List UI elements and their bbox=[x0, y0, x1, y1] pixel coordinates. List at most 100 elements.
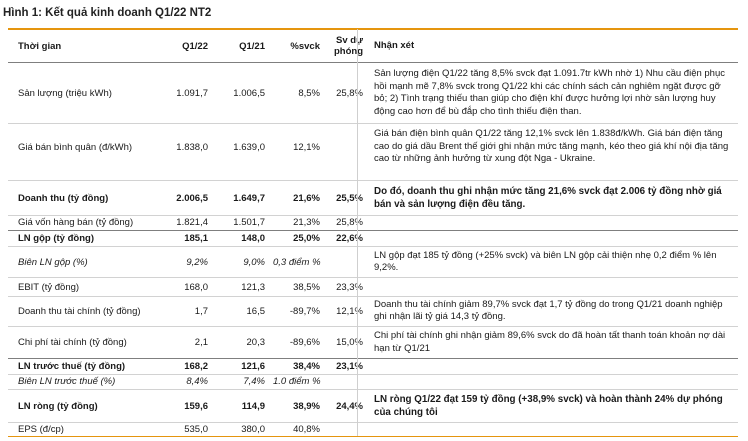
cell-q122: 2.006,5 bbox=[176, 192, 208, 204]
cell-q122: 1.091,7 bbox=[176, 87, 208, 99]
cell-q122: 535,0 bbox=[184, 424, 208, 435]
row-rule bbox=[8, 123, 738, 124]
row-rule bbox=[8, 326, 738, 327]
header-q121: Q1/21 bbox=[239, 40, 265, 52]
cell-q121: 1.006,5 bbox=[233, 87, 265, 99]
cell-q122: 2,1 bbox=[194, 337, 208, 348]
cell-comment: Giá bán điện bình quân Q1/22 tăng 12,1% … bbox=[374, 128, 729, 165]
cell-q122: 185,1 bbox=[184, 232, 208, 244]
cell-q122: 159,6 bbox=[184, 400, 208, 412]
cell-forecast: 23,3% bbox=[336, 281, 363, 293]
cell-comment: LN ròng Q1/22 đạt 159 tỷ đồng (+38,9% sv… bbox=[374, 394, 723, 418]
row-label: Doanh thu tài chính (tỷ đồng) bbox=[18, 305, 141, 317]
cell-yoy: 12,1% bbox=[293, 141, 320, 153]
row-label: Biên LN trước thuế (%) bbox=[18, 376, 116, 387]
table-row: Doanh thu tài chính (tỷ đồng) 1,7 16,5 -… bbox=[8, 297, 738, 325]
table-header: Thời gian Q1/22 Q1/21 %svck Sv dự phóng … bbox=[8, 31, 738, 61]
cell-q121: 1.501,7 bbox=[233, 217, 265, 228]
cell-q121: 148,0 bbox=[241, 232, 265, 244]
header-forecast-line1: Sv dự bbox=[336, 35, 363, 46]
row-rule bbox=[8, 296, 738, 297]
table-row: EBIT (tỷ đồng) 168,0 121,3 38,5% 23,3% bbox=[8, 279, 738, 295]
cell-q121: 121,6 bbox=[241, 360, 265, 372]
header-q122: Q1/22 bbox=[182, 40, 208, 52]
cell-q121: 121,3 bbox=[241, 281, 265, 293]
cell-q122: 168,0 bbox=[184, 281, 208, 293]
top-rule bbox=[8, 28, 738, 30]
cell-yoy: -89,6% bbox=[289, 337, 320, 348]
cell-comment: Chi phí tài chính ghi nhận giảm 89,6% sv… bbox=[374, 330, 726, 354]
header-yoy: %svck bbox=[290, 40, 320, 52]
cell-comment: LN gộp đạt 185 tỷ đồng (+25% svck) và bi… bbox=[374, 249, 717, 274]
row-label: EPS (đ/cp) bbox=[18, 424, 64, 435]
table-row: LN trước thuế (tỷ đồng) 168,2 121,6 38,4… bbox=[8, 359, 738, 373]
cell-yoy: 40,8% bbox=[293, 424, 320, 435]
cell-forecast: 25,8% bbox=[336, 87, 363, 99]
row-rule bbox=[8, 389, 738, 390]
cell-yoy: -89,7% bbox=[289, 305, 320, 317]
table-row: Chi phí tài chính (tỷ đồng) 2,1 20,3 -89… bbox=[8, 328, 738, 357]
table-row: Giá vốn hàng bán (tỷ đồng) 1.821,4 1.501… bbox=[8, 216, 738, 229]
table-row: Biên LN gộp (%) 9,2% 9,0% 0,3 điểm % LN … bbox=[8, 248, 738, 276]
cell-yoy: 1.0 điểm % bbox=[273, 376, 321, 387]
cell-forecast: 15,0% bbox=[336, 337, 363, 348]
cell-q122: 1.821,4 bbox=[176, 217, 208, 228]
row-rule bbox=[8, 277, 738, 278]
cell-yoy: 38,9% bbox=[293, 400, 320, 412]
row-label: LN trước thuế (tỷ đồng) bbox=[18, 360, 126, 372]
cell-yoy: 25,0% bbox=[293, 232, 320, 244]
cell-forecast: 12,1% bbox=[336, 305, 363, 317]
cell-yoy: 38,5% bbox=[293, 281, 320, 293]
bottom-rule bbox=[8, 436, 738, 437]
cell-q121: 20,3 bbox=[246, 337, 266, 348]
cell-q122: 168,2 bbox=[184, 360, 208, 372]
table-row: EPS (đ/cp) 535,0 380,0 40,8% bbox=[8, 423, 738, 436]
row-label: Chi phí tài chính (tỷ đồng) bbox=[18, 337, 127, 348]
cell-q121: 114,9 bbox=[241, 400, 265, 412]
header-forecast: Sv dự phóng bbox=[315, 31, 363, 61]
cell-q121: 1.649,7 bbox=[233, 192, 265, 204]
header-period: Thời gian bbox=[18, 40, 62, 52]
cell-q122: 1.838,0 bbox=[176, 141, 208, 153]
table-row: Sản lượng (triệu kWh) 1.091,7 1.006,5 8,… bbox=[8, 64, 738, 122]
cell-forecast: 22,6% bbox=[336, 232, 363, 244]
row-label: Sản lượng (triệu kWh) bbox=[18, 87, 112, 99]
table-row: LN ròng (tỷ đồng) 159,6 114,9 38,9% 24,4… bbox=[8, 391, 738, 421]
cell-forecast: 25,8% bbox=[336, 217, 363, 228]
cell-q122: 1,7 bbox=[194, 305, 208, 317]
row-rule bbox=[8, 180, 738, 181]
row-rule bbox=[8, 374, 738, 375]
cell-q121: 9,0% bbox=[243, 256, 265, 268]
row-rule bbox=[8, 215, 738, 216]
cell-forecast bbox=[315, 125, 363, 169]
cell-comment: Sản lượng điện Q1/22 tăng 8,5% svck đạt … bbox=[374, 68, 725, 117]
cell-forecast: 24,4% bbox=[336, 400, 363, 412]
cell-q121: 380,0 bbox=[241, 424, 265, 435]
table-row: Giá bán bình quân (đ/kWh) 1.838,0 1.639,… bbox=[8, 125, 738, 169]
cell-q122: 9,2% bbox=[186, 256, 208, 268]
row-label: Giá vốn hàng bán (tỷ đồng) bbox=[18, 217, 134, 228]
cell-q121: 7,4% bbox=[243, 376, 265, 387]
row-label: EBIT (tỷ đồng) bbox=[18, 281, 80, 293]
row-label: Biên LN gộp (%) bbox=[18, 256, 88, 268]
header-rule bbox=[8, 62, 738, 63]
row-label: LN gộp (tỷ đồng) bbox=[18, 232, 94, 244]
cell-yoy: 8,5% bbox=[298, 87, 320, 99]
cell-yoy: 0,3 điểm % bbox=[273, 256, 321, 268]
header-forecast-line2: phóng bbox=[333, 46, 363, 57]
cell-q121: 1.639,0 bbox=[233, 141, 265, 153]
cell-comment: Doanh thu tài chính giảm 89,7% svck đạt … bbox=[374, 298, 723, 323]
cell-forecast: 23,1% bbox=[336, 360, 363, 372]
row-label: LN ròng (tỷ đồng) bbox=[18, 400, 98, 412]
figure-title: Hình 1: Kết quả kinh doanh Q1/22 NT2 bbox=[3, 7, 212, 19]
row-rule bbox=[8, 246, 738, 247]
row-rule bbox=[8, 358, 738, 359]
cell-comment: Do đó, doanh thu ghi nhận mức tăng 21,6%… bbox=[374, 186, 722, 210]
cell-q121: 16,5 bbox=[246, 305, 266, 317]
row-rule bbox=[8, 422, 738, 423]
table-row: Biên LN trước thuế (%) 8,4% 7,4% 1.0 điể… bbox=[8, 375, 738, 388]
table-row: Doanh thu (tỷ đồng) 2.006,5 1.649,7 21,6… bbox=[8, 182, 738, 214]
cell-q122: 8,4% bbox=[186, 376, 208, 387]
cell-yoy: 21,6% bbox=[293, 192, 320, 204]
